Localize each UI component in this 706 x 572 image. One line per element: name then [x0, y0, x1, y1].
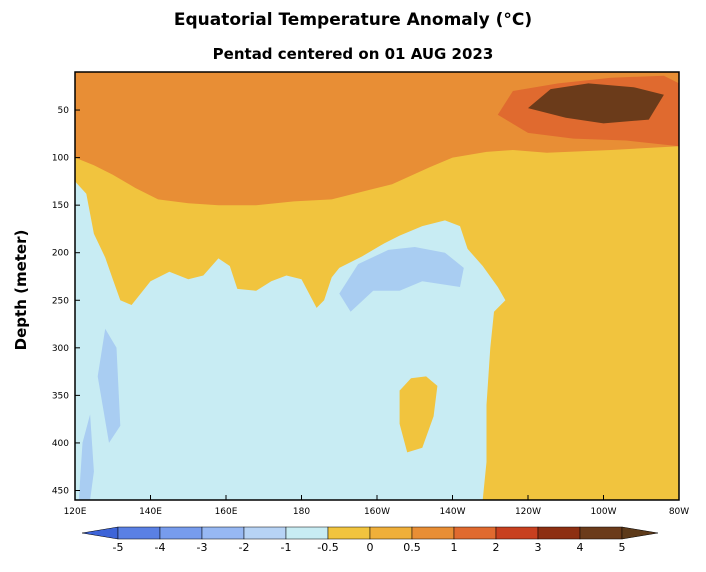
cool-streak-west-2: [78, 414, 94, 500]
colorbar-box: [411, 526, 455, 540]
colorbar-label: 3: [535, 541, 542, 554]
colorbar-box: [495, 526, 539, 540]
colorbar-label: -1: [281, 541, 292, 554]
colorbar-box: [243, 526, 287, 540]
plot-area: [75, 72, 679, 500]
chart-title: Equatorial Temperature Anomaly (°C): [173, 10, 533, 30]
colorbar-box: [327, 526, 371, 540]
colorbar-box: [579, 526, 623, 540]
x-tick-label: 140E: [139, 507, 162, 517]
colorbar-label: 2: [493, 541, 500, 554]
colorbar-label: -0.5: [317, 541, 338, 554]
x-axis: 120E 140E 160E 180 160W 140W 120W 100W 80W: [64, 495, 689, 517]
y-tick-label: 200: [52, 249, 69, 259]
colorbar-box: [453, 526, 497, 540]
y-tick-label: 250: [52, 296, 69, 306]
cool-patch-central: [339, 247, 464, 312]
colorbar-box: [117, 526, 161, 540]
x-tick-label: 120E: [64, 507, 87, 517]
colorbar-min-triangle: [81, 526, 119, 540]
colorbar-label: 5: [619, 541, 626, 554]
colorbar-label: 4: [577, 541, 584, 554]
colorbar-label: 1: [451, 541, 458, 554]
x-tick-label: 120W: [515, 507, 541, 517]
x-tick-label: 160W: [364, 507, 390, 517]
y-tick-label: 300: [52, 344, 69, 354]
y-tick-label: 400: [52, 439, 69, 449]
y-tick-label: 150: [52, 201, 69, 211]
colorbar-label: -3: [197, 541, 208, 554]
x-tick-label: 140W: [439, 507, 465, 517]
x-tick-label: 80W: [669, 507, 689, 517]
y-tick-label: 350: [52, 391, 69, 401]
colorbar: -5 -4 -3 -2 -1 -0.5 0 0.5 1 2 3 4 5: [81, 526, 659, 554]
warm-blob-subsurface: [399, 376, 438, 453]
chart-subtitle: Pentad centered on 01 AUG 2023: [212, 45, 494, 63]
x-tick-label: 160E: [215, 507, 238, 517]
colorbar-box: [369, 526, 413, 540]
y-tick-label: 50: [58, 106, 70, 116]
colorbar-label: 0.5: [403, 541, 421, 554]
very-strong-warm-core: [528, 83, 664, 124]
colorbar-max-triangle: [621, 526, 659, 540]
y-axis: 50 100 150 200 250 300 350 400 450: [52, 106, 80, 496]
y-axis-label: Depth (meter): [12, 230, 30, 351]
colorbar-box: [201, 526, 245, 540]
colorbar-box: [285, 526, 329, 540]
colorbar-label: -5: [113, 541, 124, 554]
colorbar-box: [159, 526, 203, 540]
colorbar-label: -2: [239, 541, 250, 554]
x-tick-label: 180: [293, 507, 310, 517]
x-tick-label: 100W: [590, 507, 616, 517]
colorbar-label: 0: [367, 541, 374, 554]
cool-streak-west: [97, 328, 121, 443]
colorbar-label: -4: [155, 541, 166, 554]
y-tick-label: 450: [52, 486, 69, 496]
y-tick-label: 100: [52, 154, 69, 164]
colorbar-box: [537, 526, 581, 540]
